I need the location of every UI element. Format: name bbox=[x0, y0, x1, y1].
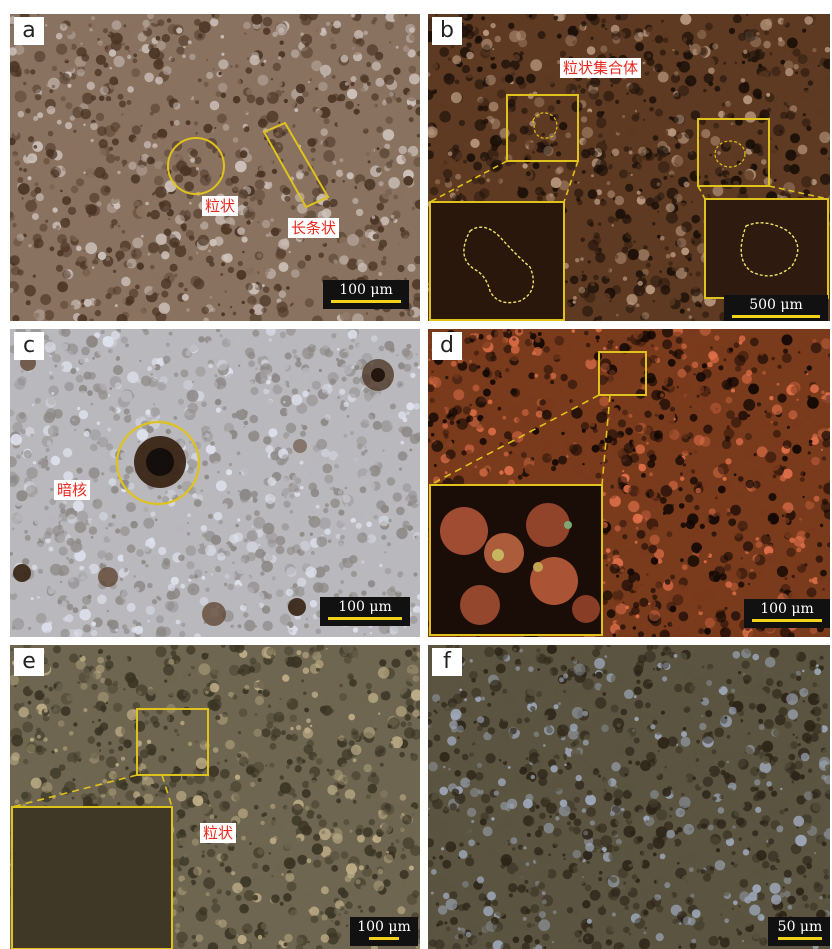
panel-a: a 粒状 长条状 100 μm bbox=[10, 14, 420, 321]
scale-bar-c: 100 μm bbox=[320, 597, 410, 626]
label-granular-aggregate-b: 粒状集合体 bbox=[560, 58, 642, 78]
panel-e: e 粒状 100 μm bbox=[10, 645, 420, 949]
scale-bar-d: 100 μm bbox=[744, 599, 830, 628]
scale-bar-f: 50 μm bbox=[768, 917, 830, 946]
scale-text-a: 100 μm bbox=[339, 282, 393, 298]
panel-letter-e: e bbox=[14, 648, 44, 676]
scale-text-d: 100 μm bbox=[760, 601, 814, 617]
micrograph-f bbox=[428, 645, 830, 949]
scale-bar-a: 100 μm bbox=[323, 280, 409, 309]
panel-letter-c: c bbox=[14, 332, 44, 360]
micrograph-d bbox=[428, 329, 830, 637]
scale-text-b: 500 μm bbox=[749, 297, 803, 313]
label-dark-core-c: 暗核 bbox=[54, 480, 91, 500]
label-granular-a: 粒状 bbox=[202, 196, 239, 216]
micrograph-e bbox=[10, 645, 420, 949]
micrograph-a bbox=[10, 14, 420, 321]
scale-text-e: 100 μm bbox=[357, 919, 411, 935]
panel-letter-b: b bbox=[432, 17, 462, 45]
panel-c: c 暗核 100 μm bbox=[10, 329, 420, 637]
label-granular-e: 粒状 bbox=[200, 823, 237, 843]
scale-text-f: 50 μm bbox=[777, 919, 823, 935]
panel-letter-a: a bbox=[14, 17, 44, 45]
scale-bar-b: 500 μm bbox=[724, 295, 828, 321]
panel-letter-d: d bbox=[432, 332, 462, 360]
scale-text-c: 100 μm bbox=[338, 599, 392, 615]
label-elongated-a: 长条状 bbox=[288, 218, 340, 238]
scale-bar-e: 100 μm bbox=[350, 917, 418, 946]
panel-d: d 100 μm bbox=[428, 329, 830, 637]
panel-letter-f: f bbox=[432, 648, 462, 676]
panel-f: f 50 μm bbox=[428, 645, 830, 949]
panel-b: b 粒状集合体 500 μm bbox=[428, 14, 830, 321]
